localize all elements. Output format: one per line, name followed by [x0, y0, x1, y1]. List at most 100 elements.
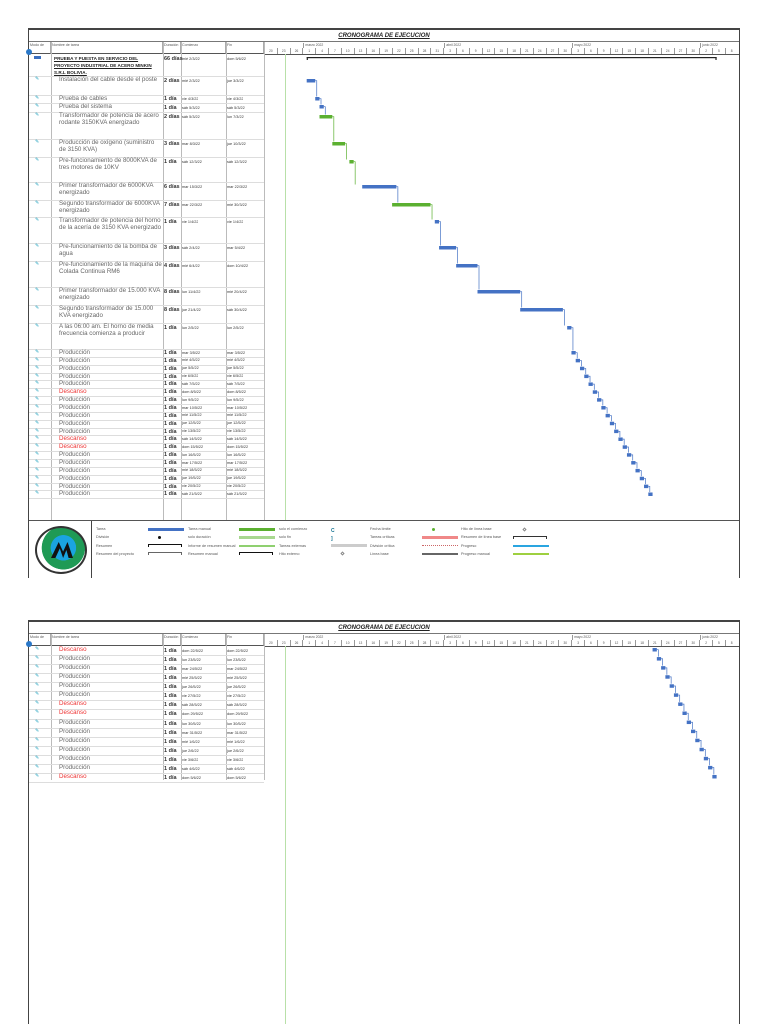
- task-row[interactable]: ✎ Producción 1 día lun 16/5/22 lun 16/5/22: [29, 451, 264, 461]
- task-name[interactable]: Primer transformador de 15.000 KVA energ…: [59, 287, 160, 301]
- task-name[interactable]: Descanso: [59, 772, 87, 780]
- task-row[interactable]: ✎ Pre-funcionamiento de la maquina de Col…: [29, 261, 264, 288]
- task-name[interactable]: Producción: [59, 763, 90, 771]
- task-name[interactable]: Producción: [59, 466, 90, 474]
- task-row[interactable]: ✎ Producción 1 día lun 9/5/22 lun 9/5/22: [29, 396, 264, 406]
- task-name[interactable]: Segundo transformador de 15.000 KVA ener…: [59, 305, 154, 319]
- task-row[interactable]: ✎ Producción de oxígeno (suministro de 31…: [29, 139, 264, 158]
- task-name[interactable]: Segundo transformador de 6000KVA energiz…: [59, 200, 160, 214]
- task-name[interactable]: Producción: [59, 356, 90, 364]
- task-name[interactable]: Producción: [59, 745, 90, 753]
- task-row[interactable]: PRUEBA Y PUESTA EN SERVICIO DEL PROYECTO…: [29, 54, 264, 77]
- task-row[interactable]: ✎ Descanso 1 día dom 22/5/22 dom 22/5/22: [29, 646, 264, 657]
- task-name[interactable]: Producción: [59, 482, 90, 490]
- task-name[interactable]: Producción: [59, 682, 90, 690]
- task-name[interactable]: Pre-funcionamiento de 8000KVA de tres mo…: [59, 157, 157, 171]
- task-row[interactable]: ✎ Producción 1 día mar 17/5/22 mar 17/5/22: [29, 459, 264, 468]
- task-row[interactable]: ✎ Segundo transformador de 6000KVA energi…: [29, 200, 264, 218]
- task-row[interactable]: ✎ Producción 1 día jue 5/5/22 jue 5/5/22: [29, 364, 264, 374]
- task-name[interactable]: Producción: [59, 673, 90, 681]
- task-name[interactable]: Producción: [59, 427, 90, 435]
- task-name[interactable]: Prueba del sistema: [59, 103, 112, 110]
- task-row[interactable]: ✎ Producción 1 día jue 2/6/22 jue 2/6/22: [29, 745, 264, 756]
- task-name[interactable]: Descanso: [59, 435, 87, 443]
- task-name[interactable]: Producción: [59, 411, 90, 419]
- task-row[interactable]: ✎ Producción 1 día jue 19/5/22 jue 19/5/22: [29, 474, 264, 484]
- column-header-start[interactable]: Comienzo: [181, 42, 226, 54]
- column-header-mode[interactable]: Modo de: [29, 42, 51, 54]
- task-name[interactable]: Descanso: [59, 709, 87, 717]
- task-name[interactable]: Descanso: [59, 646, 87, 653]
- task-row[interactable]: ✎ Producción 1 día mié 1/6/22 mié 1/6/22: [29, 737, 264, 747]
- task-name[interactable]: Primer transformador de 6000KVA energiza…: [59, 182, 154, 196]
- task-name[interactable]: Producción: [59, 474, 90, 482]
- task-name[interactable]: Prueba de cables: [59, 95, 108, 102]
- column-header-duration[interactable]: Duración: [163, 42, 181, 54]
- task-name[interactable]: Producción: [59, 364, 90, 372]
- task-row[interactable]: ✎ Producción 1 día vie 27/5/22 vie 27/5/22: [29, 691, 264, 702]
- column-header-end[interactable]: Fin: [226, 634, 264, 646]
- task-row[interactable]: ✎ Producción 1 día mar 24/5/22 mar 24/5/22: [29, 664, 264, 675]
- task-row[interactable]: ✎ Producción 1 día lun 30/5/22 lun 30/5/22: [29, 718, 264, 729]
- task-row[interactable]: ✎ Producción 1 día mié 11/5/22 mié 11/5/22: [29, 411, 264, 421]
- task-name[interactable]: Transformador de potencia del horno de l…: [59, 217, 162, 231]
- task-row[interactable]: ✎ Descanso 1 día dom 15/5/22 dom 15/5/22: [29, 443, 264, 453]
- column-header-mode[interactable]: Modo de: [29, 634, 51, 646]
- task-name[interactable]: Producción: [59, 419, 90, 427]
- task-name[interactable]: Instalación del cable desde el poste: [59, 76, 158, 83]
- task-name[interactable]: Transformador de potencia de acero rodan…: [59, 112, 159, 126]
- task-name[interactable]: Descanso: [59, 700, 87, 708]
- task-row[interactable]: ✎ Producción 1 día vie 3/6/22 vie 3/6/22: [29, 754, 264, 765]
- task-row[interactable]: ✎ Producción 1 día sáb 7/5/22 sáb 7/5/22: [29, 380, 264, 390]
- task-row[interactable]: ✎ Prueba de cables 1 día vie 4/3/22 vie 4/3/…: [29, 95, 264, 104]
- task-row[interactable]: ✎ Producción 1 día mié 25/5/22 mié 25/5/22: [29, 673, 264, 684]
- task-row[interactable]: ✎ Producción 1 día jue 12/5/22 jue 12/5/22: [29, 419, 264, 429]
- task-name[interactable]: Producción: [59, 459, 90, 467]
- task-row[interactable]: ✎ Producción 1 día mié 18/5/22 mié 18/5/22: [29, 466, 264, 476]
- task-name[interactable]: Producción: [59, 380, 90, 388]
- task-name[interactable]: A las 06:00 am. El horno de media frecue…: [59, 323, 154, 337]
- task-row[interactable]: ✎ Producción 1 día mar 10/5/22 mar 10/5/22: [29, 404, 264, 413]
- task-row[interactable]: ✎ Segundo transformador de 15.000 KVA ene…: [29, 305, 264, 324]
- task-row[interactable]: ✎ A las 06:00 am. El horno de media frecu…: [29, 323, 264, 350]
- task-row[interactable]: ✎ Producción 1 día sáb 21/5/22 sáb 21/5/22: [29, 490, 264, 500]
- task-name[interactable]: Producción: [59, 718, 90, 726]
- task-name[interactable]: Producción: [59, 691, 90, 699]
- task-name[interactable]: Pre-funcionamiento de la maquina de Cola…: [59, 261, 162, 275]
- task-name[interactable]: Producción: [59, 490, 90, 498]
- task-row[interactable]: ✎ Descanso 1 día dom 8/5/22 dom 8/5/22: [29, 388, 264, 398]
- task-row[interactable]: ✎ Producción 1 día vie 6/5/22 vie 6/5/22: [29, 372, 264, 382]
- column-header-name[interactable]: Nombre de tarea: [51, 634, 163, 646]
- task-row[interactable]: ✎ Transformador de potencia de acero roda…: [29, 112, 264, 140]
- task-row[interactable]: ✎ Pre-funcionamiento de la bomba de agua 3…: [29, 243, 264, 262]
- task-row[interactable]: ✎ Producción 1 día sáb 4/6/22 sáb 4/6/22: [29, 763, 264, 774]
- task-row[interactable]: ✎ Producción 1 día vie 13/5/22 vie 13/5/22: [29, 427, 264, 437]
- task-name[interactable]: Producción: [59, 396, 90, 404]
- task-row[interactable]: ✎ Producción 1 día mié 4/5/22 mié 4/5/22: [29, 356, 264, 366]
- task-row[interactable]: ✎ Descanso 1 día sáb 28/5/22 sáb 28/5/22: [29, 700, 264, 711]
- task-name[interactable]: Producción: [59, 451, 90, 459]
- task-row[interactable]: ✎ Producción 1 día mar 31/5/22 mar 31/5/22: [29, 727, 264, 738]
- column-header-end[interactable]: Fin: [226, 42, 264, 54]
- task-row[interactable]: ✎ Primer transformador de 15.000 KVA ener…: [29, 287, 264, 306]
- task-name[interactable]: Producción de oxígeno (suministro de 315…: [59, 139, 155, 153]
- task-name[interactable]: Producción: [59, 655, 90, 663]
- task-name[interactable]: Producción: [59, 727, 90, 735]
- task-row[interactable]: ✎ Descanso 1 día sáb 14/5/22 sáb 14/5/22: [29, 435, 264, 445]
- task-row[interactable]: ✎ Pre-funcionamiento de 8000KVA de tres m…: [29, 157, 264, 183]
- task-row[interactable]: ✎ Primer transformador de 6000KVA energiz…: [29, 182, 264, 201]
- task-row[interactable]: ✎ Instalación del cable desde el poste 2 d…: [29, 76, 264, 96]
- task-name[interactable]: Producción: [59, 349, 90, 356]
- task-name[interactable]: Producción: [59, 754, 90, 762]
- task-name[interactable]: Descanso: [59, 388, 87, 396]
- column-header-name[interactable]: Nombre de tarea: [51, 42, 163, 54]
- task-name[interactable]: Pre-funcionamiento de la bomba de agua: [59, 243, 158, 257]
- task-row[interactable]: ✎ Prueba del sistema 1 día sáb 5/3/22 sáb 5/…: [29, 103, 264, 113]
- task-row[interactable]: ✎ Producción 1 día jue 26/5/22 jue 26/5/22: [29, 682, 264, 693]
- task-name[interactable]: Producción: [59, 372, 90, 380]
- task-row[interactable]: ✎ Producción 1 día mar 3/5/22 mar 3/5/22: [29, 349, 264, 358]
- task-row[interactable]: ✎ Descanso 1 día dom 29/5/22 dom 29/5/22: [29, 709, 264, 720]
- task-row[interactable]: ✎ Producción 1 día lun 23/5/22 lun 23/5/22: [29, 655, 264, 666]
- column-header-duration[interactable]: Duración: [163, 634, 181, 646]
- task-name[interactable]: Producción: [59, 404, 90, 412]
